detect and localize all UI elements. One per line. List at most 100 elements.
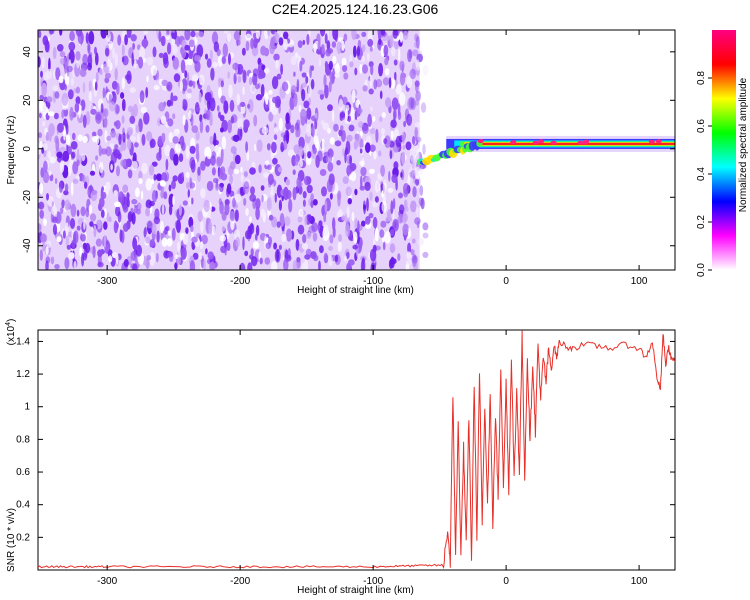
noise-blotch: [347, 198, 352, 205]
noise-blotch: [284, 216, 291, 227]
noise-blotch: [50, 256, 55, 265]
noise-blotch: [80, 206, 86, 217]
noise-blotch: [219, 114, 225, 122]
noise-blotch: [271, 76, 279, 90]
noise-blotch: [298, 208, 304, 217]
noise-blotch: [230, 116, 235, 124]
noise-blotch: [256, 30, 260, 39]
noise-blotch: [54, 208, 58, 218]
noise-blotch: [301, 262, 307, 270]
noise-blotch: [260, 185, 265, 191]
noise-blotch: [178, 153, 184, 163]
noise-blotch: [87, 189, 90, 196]
noise-blotch: [98, 144, 102, 157]
noise-blotch: [323, 213, 327, 223]
noise-blotch: [345, 108, 348, 121]
noise-blotch: [405, 259, 412, 266]
noise-blotch: [42, 170, 50, 184]
noise-blotch: [145, 178, 152, 191]
noise-blotch: [381, 112, 386, 118]
noise-blotch: [363, 140, 366, 146]
noise-blotch: [94, 46, 97, 55]
noise-blotch: [324, 33, 328, 44]
noise-blotch: [407, 242, 412, 254]
noise-blotch: [97, 128, 103, 137]
noise-blotch: [38, 30, 42, 38]
noise-blotch: [103, 108, 109, 118]
noise-blotch: [276, 73, 282, 80]
noise-blotch: [266, 197, 272, 212]
noise-blotch: [405, 141, 412, 151]
noise-blotch: [378, 150, 382, 157]
noise-blotch: [54, 178, 58, 184]
noise-blotch: [290, 124, 295, 134]
noise-blotch: [192, 252, 199, 260]
noise-blotch: [122, 184, 129, 193]
noise-blotch: [346, 134, 353, 142]
noise-blotch: [67, 89, 74, 100]
noise-blotch: [184, 30, 191, 41]
noise-blotch: [158, 145, 162, 159]
noise-blotch: [172, 113, 176, 120]
noise-blotch: [412, 135, 416, 145]
noise-blotch: [291, 85, 297, 94]
noise-blotch: [168, 184, 172, 192]
noise-blotch: [78, 105, 82, 110]
noise-blotch: [72, 132, 76, 141]
noise-blotch: [72, 161, 79, 175]
noise-blotch: [115, 104, 120, 114]
noise-blotch: [224, 202, 230, 216]
noise-blotch: [271, 141, 277, 154]
noise-blotch: [249, 223, 255, 235]
noise-blotch: [168, 230, 172, 237]
noise-blotch: [146, 220, 154, 229]
noise-blotch: [338, 98, 344, 112]
noise-blotch: [140, 190, 144, 200]
noise-blotch: [243, 171, 248, 178]
noise-blotch: [393, 161, 399, 170]
noise-blotch: [69, 106, 74, 121]
noise-blotch: [302, 199, 306, 207]
noise-blotch: [369, 191, 373, 201]
noise-blotch: [390, 200, 394, 215]
noise-blotch: [108, 255, 113, 263]
noise-blotch: [182, 98, 186, 107]
noise-blotch: [245, 207, 249, 217]
noise-blotch: [298, 104, 302, 113]
noise-blotch: [342, 176, 349, 185]
noise-blotch: [255, 206, 260, 220]
noise-blotch: [182, 114, 186, 126]
noise-blotch: [179, 80, 183, 92]
noise-blotch: [240, 101, 246, 107]
noise-blotch: [65, 235, 70, 248]
noise-blotch: [362, 85, 368, 92]
x-tick-label: 100: [631, 576, 648, 587]
noise-blotch: [219, 185, 224, 193]
noise-blotch: [295, 238, 300, 251]
noise-blotch: [295, 128, 298, 138]
noise-blotch: [422, 143, 426, 155]
noise-blotch: [229, 161, 236, 170]
noise-blotch: [320, 120, 325, 126]
noise-blotch: [241, 47, 246, 56]
noise-blotch: [372, 201, 378, 208]
noise-blotch: [393, 59, 398, 66]
noise-blotch: [92, 131, 97, 137]
noise-blotch: [388, 77, 392, 89]
noise-blotch: [278, 117, 283, 131]
noise-blotch: [415, 80, 419, 93]
noise-blotch: [66, 65, 73, 73]
noise-blotch: [369, 248, 377, 262]
noise-blotch: [304, 254, 311, 260]
noise-blotch: [209, 111, 213, 125]
noise-blotch: [413, 259, 418, 270]
noise-blotch: [229, 174, 234, 185]
noise-blotch: [167, 42, 172, 55]
noise-blotch: [361, 44, 366, 53]
noise-blotch: [111, 251, 118, 259]
noise-blotch: [117, 211, 122, 223]
noise-blotch: [297, 224, 305, 235]
noise-blotch: [105, 47, 110, 57]
noise-blotch: [260, 45, 267, 56]
noise-blotch: [317, 89, 324, 95]
